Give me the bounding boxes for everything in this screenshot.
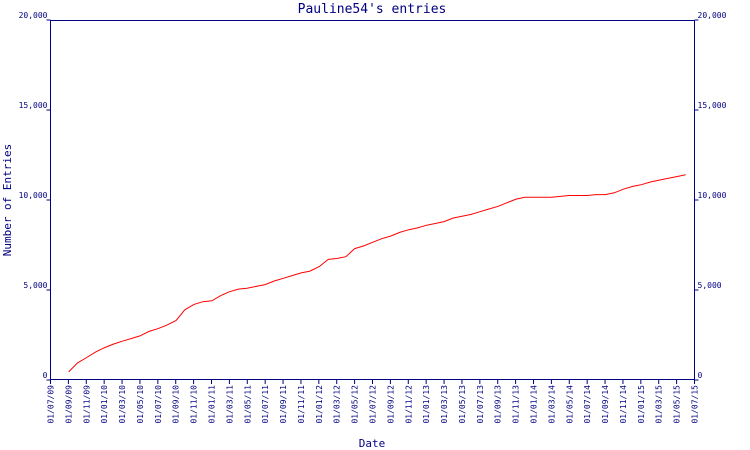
chart-title: Pauline54's entries [298,2,447,17]
x-tick-label: 01/07/09 [47,385,56,424]
x-tick-label: 01/09/10 [172,385,181,424]
x-ticks: 01/07/09 01/09/09 01/11/09 01/01/10 01/03/10… [47,380,700,424]
x-tick-label: 01/03/15 [655,385,664,424]
plot-area [50,20,695,380]
x-tick-label: 01/03/10 [118,385,127,424]
series-line [68,174,686,373]
x-tick-label: 01/09/12 [386,385,395,424]
x-tick-label: 01/11/14 [619,385,628,424]
x-tick-label: 01/01/15 [637,385,646,424]
x-tick-label: 01/05/10 [136,385,145,424]
x-tick-label: 01/09/13 [494,385,503,424]
x-tick-label: 01/01/11 [208,385,217,424]
x-tick-label: 01/11/12 [404,385,413,424]
x-tick-label: 01/11/10 [190,385,199,424]
x-tick-label: 01/11/13 [512,385,521,424]
x-tick-label: 01/09/14 [601,385,610,424]
x-tick-label: 01/05/11 [243,385,252,424]
y-tick-label-left: 0 [43,371,48,380]
x-tick-label: 01/07/11 [261,385,270,424]
x-tick-label: 01/11/09 [82,385,91,424]
y-tick-label-right: 10,000 [698,191,727,200]
y-tick-label-right: 0 [698,371,703,380]
x-tick-label: 01/03/11 [225,385,234,424]
y-axis-label: Number of Entries [1,144,14,257]
x-tick-label: 01/11/11 [297,385,306,424]
x-tick-label: 01/07/15 [691,385,700,424]
x-tick-label: 01/05/14 [565,385,574,424]
x-tick-label: 01/03/12 [333,385,342,424]
x-tick-label: 01/07/10 [154,385,163,424]
y-tick-label-left: 10,000 [19,191,48,200]
series-layer [68,174,686,373]
x-tick-label: 01/01/10 [100,385,109,424]
y-tick-label-right: 15,000 [698,101,727,110]
x-tick-label: 01/01/14 [530,385,539,424]
y-tick-label-left: 20,000 [19,11,48,20]
x-tick-label: 01/05/15 [673,385,682,424]
y-tick-label-left: 5,000 [23,281,47,290]
x-tick-label: 01/09/09 [64,385,73,424]
x-tick-label: 01/01/12 [315,385,324,424]
y-tick-label-left: 15,000 [19,101,48,110]
y-ticks-right: 0 5,000 10,000 15,000 20,000 [694,11,727,381]
y-ticks-left: 0 5,000 10,000 15,000 20,000 [19,11,51,381]
y-tick-label-right: 5,000 [698,281,722,290]
x-tick-label: 01/03/14 [547,385,556,424]
x-tick-label: 01/09/11 [279,385,288,424]
x-tick-label: 01/05/13 [458,385,467,424]
x-tick-label: 01/01/13 [422,385,431,424]
x-tick-label: 01/07/12 [369,385,378,424]
x-tick-label: 01/07/13 [476,385,485,424]
y-tick-label-right: 20,000 [698,11,727,20]
x-tick-label: 01/07/14 [583,385,592,424]
x-tick-label: 01/03/13 [440,385,449,424]
x-axis-label: Date [359,437,386,450]
x-tick-label: 01/05/12 [351,385,360,424]
